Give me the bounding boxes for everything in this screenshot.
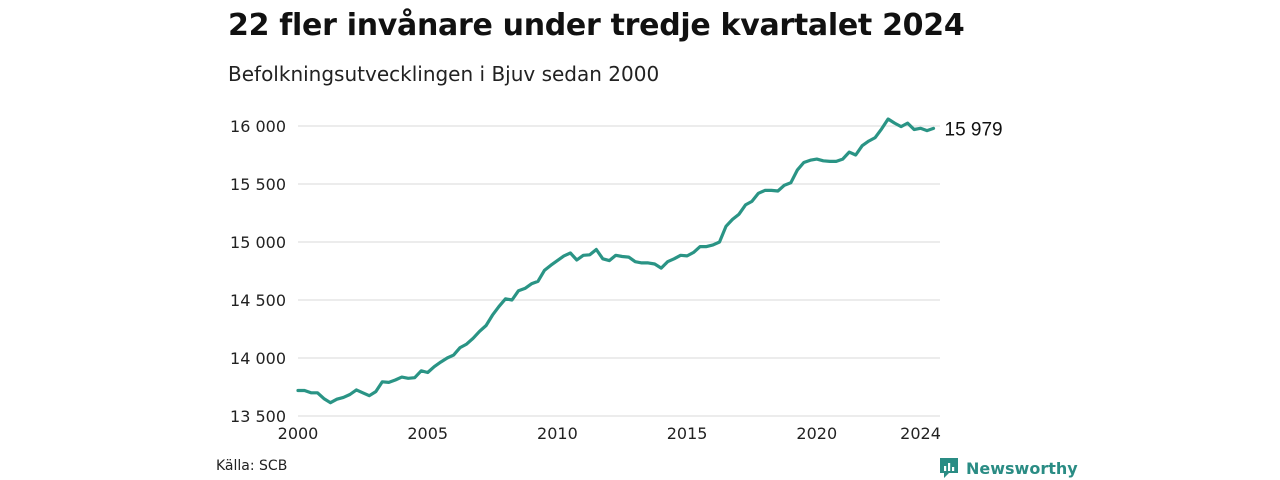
y-tick-label: 15 500: [230, 175, 286, 194]
y-tick-label: 13 500: [230, 407, 286, 426]
x-tick-label: 2020: [796, 424, 837, 443]
y-tick-label: 14 000: [230, 349, 286, 368]
grid-lines: [298, 125, 940, 417]
x-tick-label: 2015: [667, 424, 708, 443]
end-value-label: 15 979: [945, 119, 1003, 140]
x-tick-label: 2010: [537, 424, 578, 443]
y-tick-label: 14 500: [230, 291, 286, 310]
axis-labels: 13 500 14 000 14 500 15 000 15 500 16 000 2000…: [230, 117, 941, 443]
newsworthy-icon: [940, 458, 958, 478]
brand-logo: Newsworthy: [938, 456, 1078, 480]
chart-subtitle: Befolkningsutvecklingen i Bjuv sedan 200…: [228, 62, 660, 86]
x-tick-label: 2000: [278, 424, 319, 443]
y-tick-label: 15 000: [230, 233, 286, 252]
x-tick-label: 2005: [407, 424, 448, 443]
chart-title: 22 fler invånare under tredje kvartalet …: [228, 8, 965, 43]
brand-name: Newsworthy: [966, 458, 1078, 478]
x-tick-label: 2024: [900, 424, 941, 443]
y-tick-label: 16 000: [230, 117, 286, 136]
source-note: Källa: SCB: [216, 458, 288, 474]
series-line: [296, 117, 936, 405]
series-layer: 15 979: [296, 117, 1003, 405]
